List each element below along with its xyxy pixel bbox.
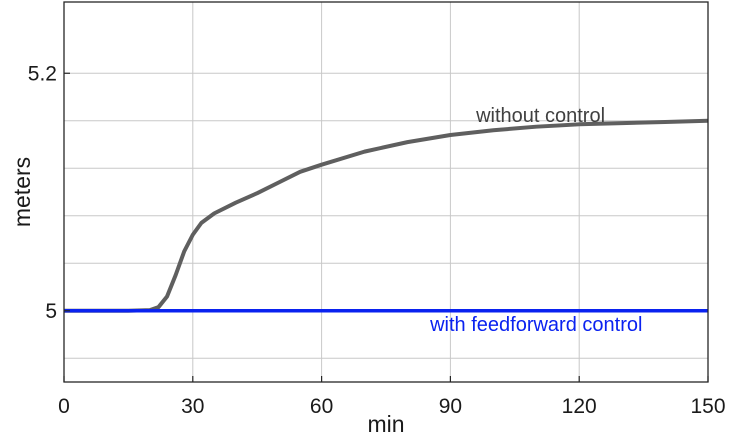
x-axis-label: min xyxy=(367,411,404,437)
y-axis-ticks: 55.2 xyxy=(28,62,70,323)
annotation-0: without control xyxy=(475,105,605,127)
y-tick-label: 5 xyxy=(45,300,57,323)
x-tick-label: 30 xyxy=(181,395,204,418)
annotations: without control with feedforward control xyxy=(429,105,642,336)
x-axis-ticks: 0 30 60 90 120 150 xyxy=(58,376,726,418)
plot-background xyxy=(64,2,708,382)
grid xyxy=(64,2,708,382)
x-tick-label: 150 xyxy=(690,395,725,418)
plot-frame xyxy=(63,1,709,383)
y-tick-label: 5.2 xyxy=(28,62,57,85)
x-tick-label: 90 xyxy=(439,395,462,418)
series-line-0 xyxy=(64,118,709,313)
series-layer xyxy=(64,118,709,313)
x-tick-label: 0 xyxy=(58,395,70,418)
y-axis-label: meters xyxy=(9,157,35,227)
x-tick-label: 60 xyxy=(310,395,333,418)
annotation-1: with feedforward control xyxy=(429,314,642,336)
x-tick-label: 120 xyxy=(562,395,597,418)
